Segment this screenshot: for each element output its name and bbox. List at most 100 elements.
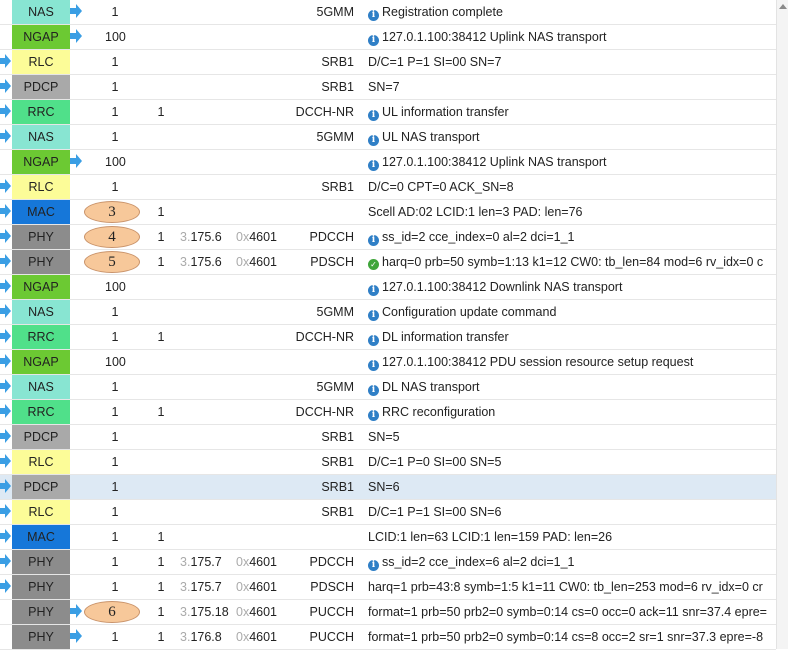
message-text: 127.0.1.100:38412 Uplink NAS transport [382,30,607,44]
table-row[interactable]: PHY 1 3.175.6 0x4601 PDSCH ✓ harq=0 prb=50 sym… [0,250,776,275]
layer-cell: MAC [12,200,70,224]
message-text: format=1 prb=50 prb2=0 symb=0:14 cs=0 oc… [368,605,767,619]
table-row[interactable]: NGAP 100 i 127.0.1.100:38412 Uplink NAS tra… [0,25,776,50]
message-text: SN=5 [368,430,400,444]
info-icon[interactable]: i [368,385,379,396]
info-icon[interactable]: i [368,160,379,171]
table-row[interactable]: NGAP 100 i 127.0.1.100:38412 Uplink NAS tra… [0,150,776,175]
message-cell: SN=5 [368,425,776,449]
table-row[interactable]: NAS 1 5GMM i Configuration update command [0,300,776,325]
message-text: 127.0.1.100:38412 PDU session resource s… [382,355,694,369]
frame-prefix: 3. [180,230,191,244]
info-icon[interactable]: i [368,35,379,46]
frame-value: 175.7 [190,580,222,594]
channel-cell: SRB1 [321,430,354,444]
table-row[interactable]: NGAP 100 i 127.0.1.100:38412 Downlink NAS t… [0,275,776,300]
ue-id-cell: 1 [111,330,119,344]
layer-cell: PHY [12,250,70,274]
layer-cell: NAS [12,125,70,149]
downlink-arrow-icon [0,329,11,345]
ue-id-cell: 1 [111,55,119,69]
downlink-arrow-icon [0,404,11,420]
table-row[interactable]: RRC 1 1 DCCH-NR i DL information transfer [0,325,776,350]
rnti-value: 4601 [249,630,278,644]
message-text: SN=7 [368,80,400,94]
table-row[interactable]: RRC 1 1 DCCH-NR i UL information transfer [0,100,776,125]
table-row[interactable]: PDCP 1 SRB1 SN=5 [0,425,776,450]
message-cell: i 127.0.1.100:38412 PDU session resource … [368,350,776,374]
table-row[interactable]: MAC 1 1 LCID:1 len=63 LCID:1 len=159 PAD: l… [0,525,776,550]
ue-id-cell: 1 [111,5,119,19]
info-icon[interactable]: i [368,135,379,146]
table-row[interactable]: RRC 1 1 DCCH-NR i RRC reconfiguration [0,400,776,425]
info-icon[interactable]: i [368,110,379,121]
annotation-number-badge: 6 [84,601,140,623]
message-text: 127.0.1.100:38412 Downlink NAS transport [382,280,623,294]
table-row[interactable]: PHY 1 3.175.6 0x4601 PDCCH i ss_id=2 cce_index… [0,225,776,250]
table-row[interactable]: RLC 1 SRB1 D/C=0 CPT=0 ACK_SN=8 [0,175,776,200]
table-row[interactable]: NGAP 100 i 127.0.1.100:38412 PDU session re… [0,350,776,375]
table-row[interactable]: PDCP 1 SRB1 SN=7 [0,75,776,100]
layer-cell: NGAP [12,275,70,299]
table-row[interactable]: NAS 1 5GMM i DL NAS transport [0,375,776,400]
table-row[interactable]: PHY 1 3.175.18 0x4601 PUCCH format=1 prb=50 p… [0,600,776,625]
vertical-scrollbar[interactable] [776,0,788,649]
table-row[interactable]: PHY 1 1 3.176.8 0x4601 PUCCH format=1 prb=50 p… [0,625,776,650]
message-cell: LCID:1 len=63 LCID:1 len=159 PAD: len=26 [368,525,776,549]
downlink-arrow-icon [0,179,11,195]
layer-cell: PHY [12,575,70,599]
message-text: RRC reconfiguration [382,405,496,419]
message-text: DL NAS transport [382,380,480,394]
uplink-arrow-icon [70,604,82,620]
message-cell: i Configuration update command [368,300,776,324]
info-icon[interactable]: i [368,10,379,21]
table-row[interactable]: PHY 1 1 3.175.7 0x4601 PDCCH i ss_id=2 cce_inde… [0,550,776,575]
cell-id-cell: 1 [157,255,165,269]
message-text: format=1 prb=50 prb2=0 symb=0:14 cs=8 oc… [368,630,764,644]
channel-cell: DCCH-NR [295,405,354,419]
frame-prefix: 3. [180,605,191,619]
layer-cell: RRC [12,100,70,124]
scroll-up-arrow-icon[interactable] [779,4,787,9]
message-cell: harq=1 prb=43:8 symb=1:5 k1=11 CW0: tb_l… [368,575,776,599]
channel-cell: SRB1 [321,455,354,469]
message-cell: i RRC reconfiguration [368,400,776,424]
info-icon[interactable]: i [368,235,379,246]
info-icon[interactable]: i [368,285,379,296]
frame-cell: 3.175.18 [180,600,230,624]
message-cell: SN=6 [368,475,776,499]
info-icon[interactable]: i [368,410,379,421]
table-row[interactable]: RLC 1 SRB1 D/C=1 P=1 SI=00 SN=7 [0,50,776,75]
info-icon[interactable]: i [368,310,379,321]
info-icon[interactable]: i [368,335,379,346]
rnti-value: 4601 [249,580,278,594]
annotation-number-badge: 5 [84,251,140,273]
message-cell: i Registration complete [368,0,776,24]
table-row[interactable]: RLC 1 SRB1 D/C=1 P=1 SI=00 SN=6 [0,500,776,525]
table-row[interactable]: NAS 1 5GMM i Registration complete [0,0,776,25]
layer-cell: RLC [12,50,70,74]
downlink-arrow-icon [0,54,11,70]
check-ok-icon[interactable]: ✓ [368,259,379,270]
downlink-arrow-icon [0,479,11,495]
message-text: ss_id=2 cce_index=6 al=2 dci=1_1 [382,555,575,569]
ue-id-cell: 1 [111,530,119,544]
message-text: D/C=0 CPT=0 ACK_SN=8 [368,180,514,194]
ue-id-cell: 100 [105,30,126,44]
frame-prefix: 3. [180,255,191,269]
ue-id-cell: 1 [111,580,119,594]
info-icon[interactable]: i [368,560,379,571]
table-row[interactable]: NAS 1 5GMM i UL NAS transport [0,125,776,150]
table-row[interactable]: PDCP 1 SRB1 SN=6 [0,475,776,500]
info-icon[interactable]: i [368,360,379,371]
ue-id-cell: 1 [111,405,119,419]
table-row[interactable]: MAC 1 Scell AD:02 LCID:1 len=3 PAD: len=76… [0,200,776,225]
message-cell: i 127.0.1.100:38412 Downlink NAS transpor… [368,275,776,299]
frame-value: 175.6 [190,230,222,244]
table-row[interactable]: RLC 1 SRB1 D/C=1 P=0 SI=00 SN=5 [0,450,776,475]
layer-cell: RRC [12,325,70,349]
downlink-arrow-icon [0,79,11,95]
table-row[interactable]: PHY 1 1 3.175.7 0x4601 PDSCH harq=1 prb=43:8 s… [0,575,776,600]
message-text: Scell AD:02 LCID:1 len=3 PAD: len=76 [368,205,583,219]
